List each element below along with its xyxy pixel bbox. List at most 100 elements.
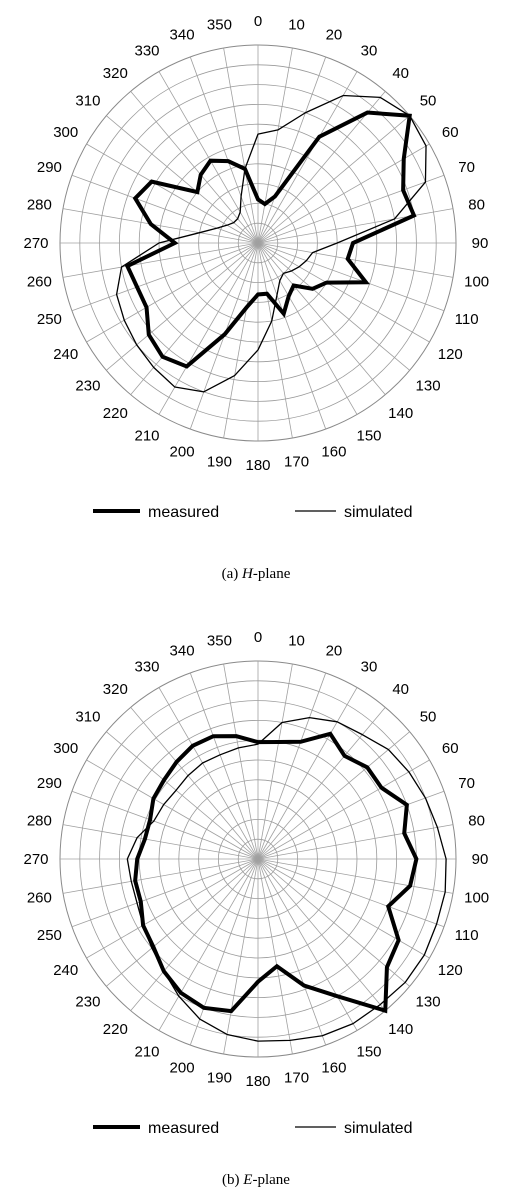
grid-spoke [86, 242, 259, 343]
grid-spoke [71, 174, 259, 244]
angle-tick-label: 50 [420, 708, 437, 725]
angle-tick-label: 50 [420, 92, 437, 109]
grid-spoke [257, 858, 445, 928]
grid-spoke [257, 174, 445, 244]
legend: measured simulated [93, 504, 412, 521]
grid-spoke [257, 687, 358, 860]
angle-tick-label: 180 [245, 1073, 270, 1090]
angle-tick-label: 280 [27, 196, 52, 213]
grid-spoke [62, 858, 259, 894]
angle-tick-label: 260 [27, 890, 52, 907]
angle-tick-label: 60 [442, 740, 459, 757]
grid-spoke [106, 115, 259, 244]
chart-caption: (a) H-plane [222, 566, 291, 582]
angle-tick-label: 170 [284, 454, 309, 471]
angle-tick-label: 220 [103, 1021, 128, 1038]
angle-tick-label: 120 [438, 346, 463, 363]
grid-spoke [71, 242, 259, 312]
grid-spoke [189, 858, 259, 1046]
angle-tick-label: 100 [464, 274, 489, 291]
grid-spoke [62, 208, 259, 244]
grid-spoke [257, 242, 454, 278]
angle-tick-label: 20 [326, 26, 343, 43]
series-group [115, 94, 427, 393]
grid-spoke [257, 242, 293, 439]
grid-spoke [86, 759, 259, 860]
angle-tick-label: 10 [288, 632, 305, 649]
grid-spoke [257, 91, 386, 244]
angle-tick-label: 20 [326, 642, 343, 659]
angle-tick-label: 40 [392, 681, 409, 698]
grid-spoke [257, 242, 358, 415]
grid-spoke [71, 790, 259, 860]
angle-tick-label: 110 [455, 311, 479, 328]
grid-spoke [257, 663, 293, 860]
grid-spoke [106, 242, 259, 371]
grid-spoke [86, 143, 259, 244]
grid-spoke [158, 242, 259, 415]
grid-spoke [257, 115, 410, 244]
grid-spoke [257, 143, 430, 244]
angle-tick-label: 350 [207, 632, 232, 649]
grid-spoke [257, 47, 293, 244]
angle-tick-label: 90 [472, 235, 489, 252]
angle-tick-label: 330 [134, 43, 159, 60]
angle-tick-label: 270 [23, 235, 48, 252]
grid-spoke [257, 242, 430, 343]
grid-spoke [62, 242, 259, 278]
angle-tick-label: 350 [207, 16, 232, 33]
grid-spoke [257, 790, 445, 860]
polar-grid [59, 660, 457, 1058]
angle-tick-label: 250 [37, 927, 62, 944]
angle-tick-label: 0 [254, 13, 262, 30]
angle-tick-label: 80 [468, 812, 485, 829]
grid-spoke [71, 858, 259, 928]
angle-tick-label: 150 [356, 427, 381, 444]
legend: measured simulated [93, 1120, 412, 1137]
angle-tick-label: 210 [134, 427, 159, 444]
grid-spoke [257, 858, 454, 894]
legend-simulated-label: simulated [344, 504, 412, 521]
angle-tick-label: 280 [27, 812, 52, 829]
angle-tick-label: 310 [75, 92, 100, 109]
angle-tick-label: 340 [170, 642, 195, 659]
grid-spoke [257, 858, 430, 959]
grid-spoke [257, 242, 445, 312]
series-group [126, 716, 447, 1042]
angle-tick-label: 160 [321, 1060, 346, 1077]
angle-tick-label: 110 [455, 927, 479, 944]
angle-tick-label: 40 [392, 65, 409, 82]
angle-tick-label: 100 [464, 890, 489, 907]
grid-spoke [257, 56, 327, 244]
grid-spoke [130, 91, 259, 244]
angle-tick-label: 80 [468, 196, 485, 213]
angle-tick-label: 260 [27, 274, 52, 291]
grid-spoke [130, 242, 259, 395]
angle-tick-label: 170 [284, 1070, 309, 1087]
angle-tick-label: 120 [438, 962, 463, 979]
grid-spoke [257, 242, 386, 395]
angle-tick-label: 200 [170, 1060, 195, 1077]
grid-spoke [189, 56, 259, 244]
grid-spoke [257, 858, 327, 1046]
angle-tick-label: 190 [207, 1070, 232, 1087]
legend-measured-label: measured [148, 1120, 219, 1137]
grid-spoke [106, 731, 259, 860]
grid-spoke [257, 242, 410, 371]
series-line-simulated [115, 94, 427, 393]
grid-spoke [257, 759, 430, 860]
angle-tick-label: 330 [134, 659, 159, 676]
grid-spoke [223, 47, 259, 244]
angle-tick-label: 150 [356, 1043, 381, 1060]
grid-spoke [223, 242, 259, 439]
angle-tick-label: 210 [134, 1043, 159, 1060]
angle-tick-label: 340 [170, 26, 195, 43]
chart-caption: (b) E-plane [222, 1172, 290, 1188]
grid-spoke [130, 858, 259, 1011]
legend-simulated-label: simulated [344, 1120, 412, 1137]
grid-spoke [257, 858, 293, 1055]
angle-tick-label: 250 [37, 311, 62, 328]
angle-tick-label: 30 [361, 43, 378, 60]
